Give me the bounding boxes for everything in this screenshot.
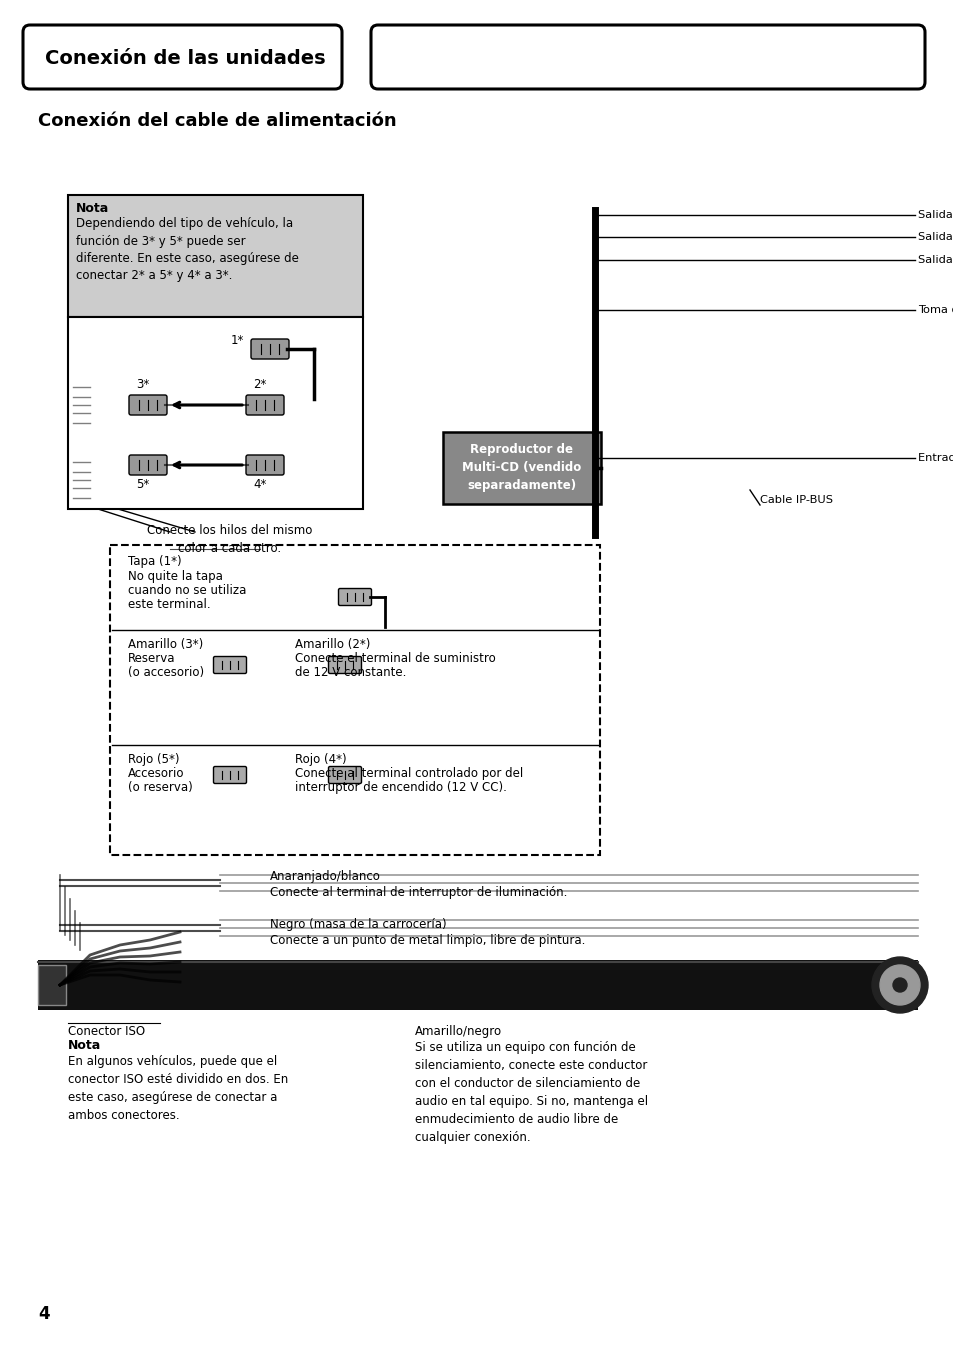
Text: Reserva: Reserva <box>128 652 175 665</box>
Text: Conector ISO: Conector ISO <box>68 1025 145 1038</box>
Text: Conecte al terminal controlado por del: Conecte al terminal controlado por del <box>294 767 522 780</box>
Text: Amarillo (2*): Amarillo (2*) <box>294 638 370 652</box>
Text: Conecte el terminal de suministro: Conecte el terminal de suministro <box>294 652 496 665</box>
Text: Conecte a un punto de metal limpio, libre de pintura.: Conecte a un punto de metal limpio, libr… <box>270 934 585 946</box>
Text: Si se utiliza un equipo con función de
silenciamiento, conecte este conductor
co: Si se utiliza un equipo con función de s… <box>415 1041 647 1144</box>
FancyBboxPatch shape <box>246 456 284 475</box>
Text: Entrada IP-BUS (Azul): Entrada IP-BUS (Azul) <box>917 453 953 462</box>
Bar <box>68 195 363 316</box>
Text: Rojo (5*): Rojo (5*) <box>128 753 179 767</box>
Text: Reproductor de
Multi-CD (vendido
separadamente): Reproductor de Multi-CD (vendido separad… <box>462 443 581 492</box>
Text: Accesorio: Accesorio <box>128 767 184 780</box>
FancyBboxPatch shape <box>213 767 246 784</box>
Text: 5*: 5* <box>136 479 150 492</box>
Text: interruptor de encendido (12 V CC).: interruptor de encendido (12 V CC). <box>294 781 506 794</box>
Text: Conecte al terminal de interruptor de iluminación.: Conecte al terminal de interruptor de il… <box>270 886 567 899</box>
Circle shape <box>892 977 906 992</box>
Bar <box>442 433 600 504</box>
Text: cuando no se utiliza: cuando no se utiliza <box>128 584 246 598</box>
Text: Salida delantera: Salida delantera <box>917 210 953 220</box>
Text: En algunos vehículos, puede que el
conector ISO esté dividido en dos. En
este ca: En algunos vehículos, puede que el conec… <box>68 1055 288 1122</box>
Text: Amarillo (3*): Amarillo (3*) <box>128 638 203 652</box>
Bar <box>38 960 917 1010</box>
Text: Dependiendo del tipo de vehículo, la
función de 3* y 5* puede ser
diferente. En : Dependiendo del tipo de vehículo, la fun… <box>76 218 298 283</box>
FancyBboxPatch shape <box>328 767 361 784</box>
Text: 3*: 3* <box>136 379 150 392</box>
FancyBboxPatch shape <box>328 657 361 673</box>
Text: Negro (masa de la carrocería): Negro (masa de la carrocería) <box>270 918 446 932</box>
FancyBboxPatch shape <box>110 545 599 854</box>
FancyBboxPatch shape <box>129 456 167 475</box>
FancyBboxPatch shape <box>338 588 371 606</box>
Text: Conexión del cable de alimentación: Conexión del cable de alimentación <box>38 112 396 130</box>
Text: (o accesorio): (o accesorio) <box>128 667 204 679</box>
Text: 4*: 4* <box>253 479 267 492</box>
Text: Salida trasera: Salida trasera <box>917 233 953 242</box>
FancyBboxPatch shape <box>251 339 289 360</box>
Text: Nota: Nota <box>76 201 110 215</box>
FancyBboxPatch shape <box>246 395 284 415</box>
FancyBboxPatch shape <box>371 24 924 89</box>
Circle shape <box>879 965 919 1005</box>
Text: Conecte los hilos del mismo
color a cada otro.: Conecte los hilos del mismo color a cada… <box>147 525 313 556</box>
Text: 1*: 1* <box>231 334 244 346</box>
Text: este terminal.: este terminal. <box>128 598 211 611</box>
Text: Nota: Nota <box>68 1038 101 1052</box>
FancyBboxPatch shape <box>23 24 341 89</box>
Text: Conexión de las unidades: Conexión de las unidades <box>45 49 325 68</box>
Text: Anaranjado/blanco: Anaranjado/blanco <box>270 869 380 883</box>
Bar <box>38 965 66 1005</box>
Text: de 12 V constante.: de 12 V constante. <box>294 667 406 679</box>
FancyBboxPatch shape <box>213 657 246 673</box>
FancyBboxPatch shape <box>129 395 167 415</box>
Text: Toma de antena: Toma de antena <box>917 306 953 315</box>
Bar <box>68 316 363 508</box>
Text: (o reserva): (o reserva) <box>128 781 193 794</box>
Text: 2*: 2* <box>253 379 267 392</box>
Text: Amarillo/negro: Amarillo/negro <box>415 1025 501 1038</box>
Circle shape <box>871 957 927 1013</box>
Text: No quite la tapa: No quite la tapa <box>128 571 223 583</box>
Text: Rojo (4*): Rojo (4*) <box>294 753 346 767</box>
Text: Cable IP-BUS: Cable IP-BUS <box>760 495 832 506</box>
Text: 4: 4 <box>38 1305 50 1324</box>
Text: Tapa (1*): Tapa (1*) <box>128 556 181 568</box>
Text: Salida de altavoz de subgrave: Salida de altavoz de subgrave <box>917 256 953 265</box>
